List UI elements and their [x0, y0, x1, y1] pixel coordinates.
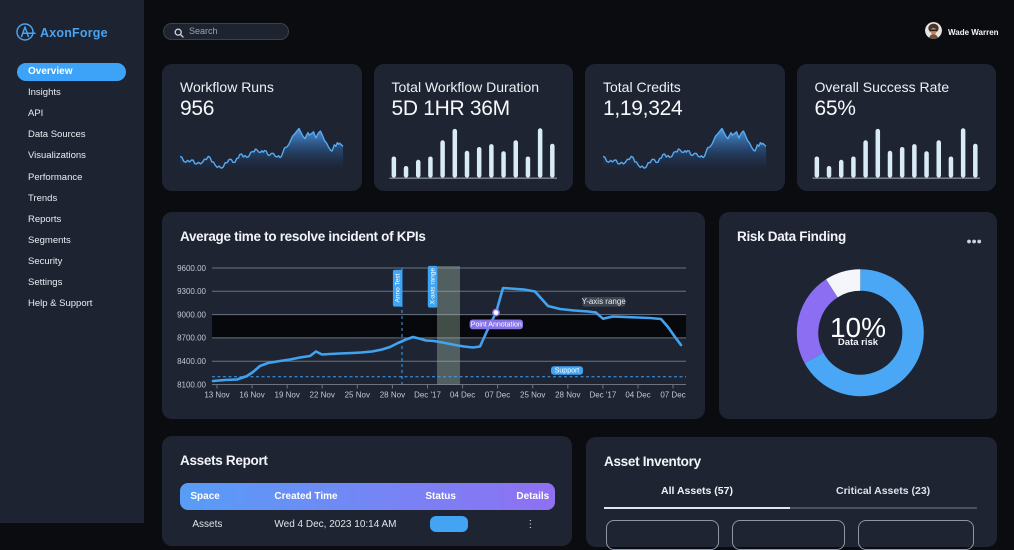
svg-text:04 Dec: 04 Dec — [450, 391, 475, 400]
svg-text:Point Annotation: Point Annotation — [471, 322, 522, 329]
svg-text:16 Nov: 16 Nov — [239, 391, 264, 400]
svg-text:Support: Support — [555, 368, 580, 375]
svg-text:28 Nov: 28 Nov — [380, 391, 405, 400]
svg-text:19 Nov: 19 Nov — [275, 391, 300, 400]
svg-text:13 Nov: 13 Nov — [204, 391, 229, 400]
svg-text:28 Nov: 28 Nov — [555, 391, 580, 400]
svg-text:25 Nov: 25 Nov — [345, 391, 370, 400]
svg-text:9000.00: 9000.00 — [177, 310, 206, 319]
svg-text:8100.00: 8100.00 — [177, 380, 206, 389]
svg-text:9600.00: 9600.00 — [177, 264, 206, 273]
svg-text:Y-axis range: Y-axis range — [582, 297, 627, 306]
svg-text:07 Dec: 07 Dec — [485, 391, 510, 400]
svg-text:8700.00: 8700.00 — [177, 334, 206, 343]
svg-text:22 Nov: 22 Nov — [310, 391, 335, 400]
svg-text:Dec '17: Dec '17 — [589, 391, 616, 400]
svg-text:25 Nov: 25 Nov — [520, 391, 545, 400]
svg-text:9300.00: 9300.00 — [177, 287, 206, 296]
svg-text:Anno Test: Anno Test — [395, 274, 402, 303]
svg-text:8400.00: 8400.00 — [177, 357, 206, 366]
svg-text:Dec '17: Dec '17 — [414, 391, 441, 400]
svg-text:04 Dec: 04 Dec — [625, 391, 650, 400]
svg-text:07 Dec: 07 Dec — [660, 391, 685, 400]
svg-text:X-axis range: X-axis range — [430, 268, 437, 305]
